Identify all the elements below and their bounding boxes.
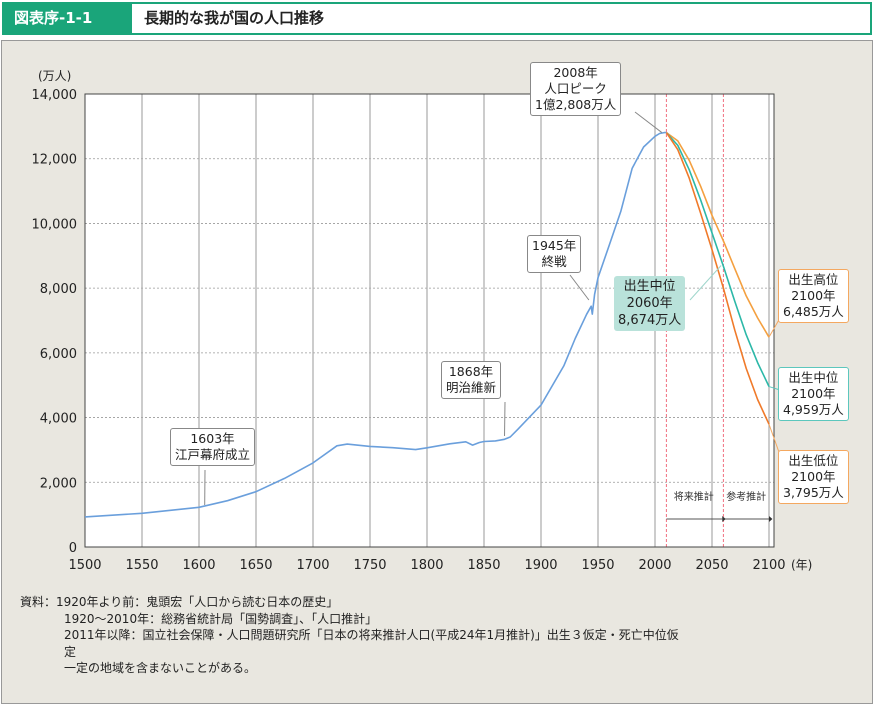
series-line-high — [665, 131, 770, 338]
y-tick-label: 14,000 — [32, 88, 78, 103]
projection-label: 将来推計 — [674, 490, 714, 503]
war-pointer — [569, 274, 590, 301]
x-tick-label: 2000 — [638, 558, 671, 573]
y-tick-label: 0 — [69, 541, 77, 556]
low2100-pointer — [768, 424, 781, 456]
callout-high-2100: 出生高位 2100年 6,485万人 — [778, 269, 849, 323]
figure-title: 長期的な我が国の人口推移 — [144, 9, 325, 27]
mid2060-pointer — [689, 265, 722, 301]
figure-header: 図表序-1-1 長期的な我が国の人口推移 — [2, 2, 872, 35]
figure-number: 図表序-1-1 — [4, 4, 132, 33]
arrow-head — [722, 516, 726, 522]
series-line-medium — [665, 132, 770, 387]
callout-edo: 1603年 江戸幕府成立 — [170, 428, 256, 466]
callout-war: 1945年 終戦 — [527, 235, 582, 273]
callout-peak: 2008年 人口ピーク 1億2,808万人 — [530, 62, 622, 116]
x-unit-label: (年) — [791, 558, 812, 572]
y-tick-label: 6,000 — [40, 347, 77, 362]
x-tick-label: 1600 — [182, 558, 215, 573]
reference-projection-label: 参考推計 — [726, 490, 766, 503]
callout-low-2100: 出生低位 2100年 3,795万人 — [778, 450, 849, 504]
plot-frame — [84, 93, 775, 548]
y-tick-label: 8,000 — [40, 282, 77, 297]
y-tick-label: 10,000 — [32, 217, 78, 232]
x-tick-label: 2050 — [695, 558, 728, 573]
x-tick-label: 1950 — [581, 558, 614, 573]
peak-pointer — [634, 111, 663, 133]
callout-meiji: 1868年 明治維新 — [441, 361, 502, 399]
source-notes: 資料：1920年より前：鬼頭宏「人口から読む日本の歴史」 1920～2010年：… — [20, 595, 679, 675]
y-tick-label: 12,000 — [32, 153, 78, 168]
x-tick-label: 1650 — [239, 558, 272, 573]
y-tick-label: 4,000 — [40, 412, 77, 427]
x-tick-label: 2100 — [752, 558, 785, 573]
x-tick-label: 1550 — [125, 558, 158, 573]
x-tick-label: 1750 — [353, 558, 386, 573]
y-tick-label: 2,000 — [40, 476, 77, 491]
callout-mid-2060: 出生中位 2060年 8,674万人 — [614, 276, 686, 331]
x-tick-label: 1700 — [296, 558, 329, 573]
series-line-actual — [84, 131, 667, 518]
x-tick-label: 1850 — [467, 558, 500, 573]
arrow-head — [769, 516, 773, 522]
callout-mid-2100: 出生中位 2100年 4,959万人 — [778, 367, 849, 421]
x-tick-label: 1800 — [410, 558, 443, 573]
x-tick-label: 1500 — [68, 558, 101, 573]
x-tick-label: 1900 — [524, 558, 557, 573]
y-unit-label: (万人) — [38, 69, 71, 83]
